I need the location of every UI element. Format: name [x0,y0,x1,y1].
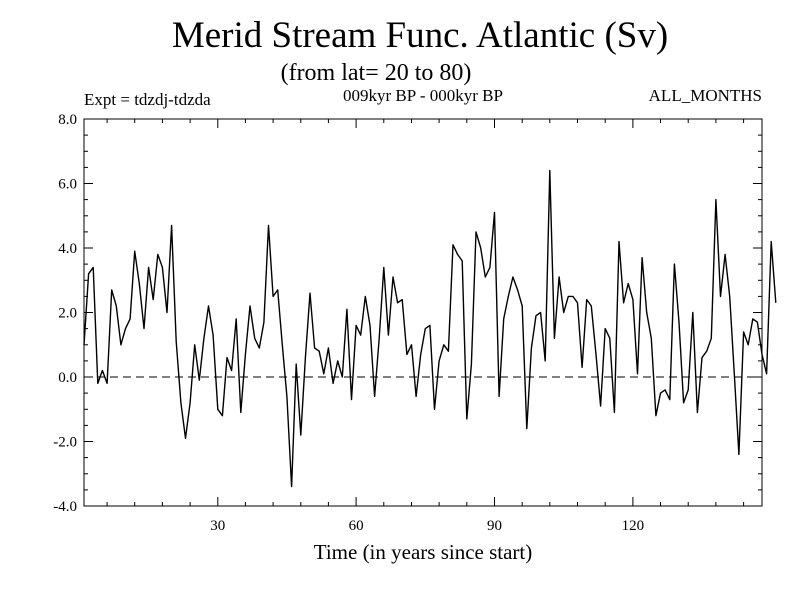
months-label: ALL_MONTHS [648,86,762,105]
y-tick-label: 0.0 [58,370,77,386]
y-tick-label: -4.0 [53,499,77,515]
x-tick-label: 30 [210,518,225,534]
series-line [83,169,777,488]
x-axis-label: Time (in years since start) [313,540,533,564]
axis-ticks [84,118,762,507]
x-tick-label: 120 [622,518,645,534]
x-tick-label: 60 [349,518,364,534]
axis-tick-labels: -4.0 -2.0 0.0 2.0 4.0 6.0 8.0 30 60 90 120 [53,112,644,534]
plot-frame [83,118,763,507]
chart-subtitle: (from lat= 20 to 80) [280,60,472,86]
y-tick-label: 6.0 [58,177,77,193]
y-tick-label: 8.0 [58,112,77,128]
x-tick-label: 90 [487,518,502,534]
y-tick-label: 2.0 [58,306,77,322]
experiment-label: Expt = tdzdj-tdzda [84,90,211,109]
y-tick-label: -2.0 [53,435,77,451]
period-label: 009kyr BP - 000kyr BP [343,86,503,105]
chart-title: Merid Stream Func. Atlantic (Sv) [171,15,669,56]
y-tick-label: 4.0 [58,241,77,257]
